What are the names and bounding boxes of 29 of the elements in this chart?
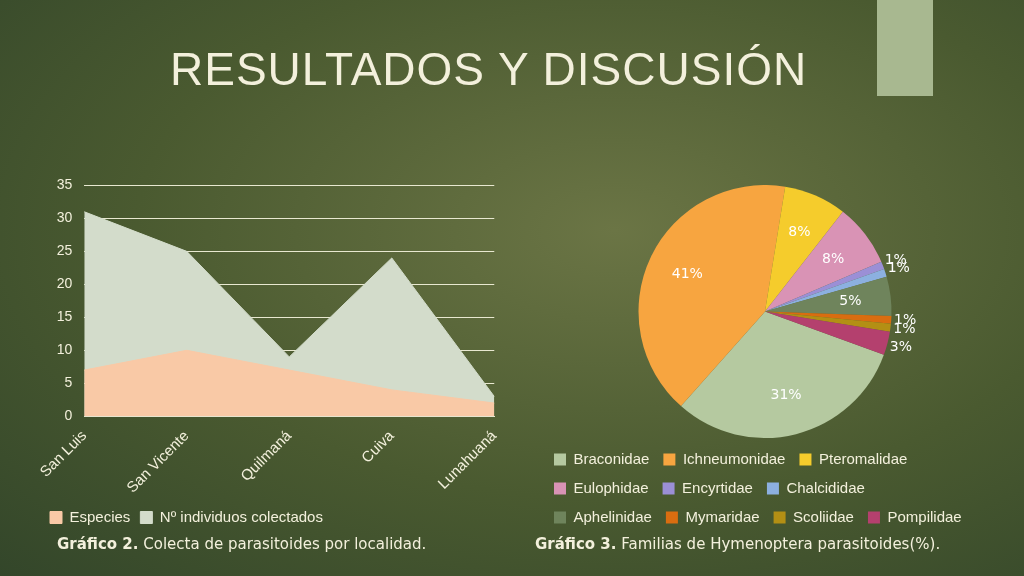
- y-tick-label: 0: [64, 407, 73, 424]
- data-label: 41%: [671, 265, 703, 282]
- legend-label: Nº individuos colectados: [159, 507, 323, 525]
- data-label: 3%: [889, 337, 913, 354]
- legend-label: Eulophidae: [573, 478, 649, 496]
- y-tick-label: 35: [56, 176, 73, 193]
- legend-label: Pteromalidae: [818, 449, 908, 467]
- legend-label: Mymaridae: [685, 507, 760, 525]
- legend-label: Scoliidae: [793, 507, 854, 525]
- legend-label: Encyrtidae: [682, 478, 753, 496]
- y-tick-label: 15: [56, 308, 73, 325]
- chart-title: RESULTADOS Y DISCUSIÓN: [170, 42, 808, 96]
- data-label: 31%: [770, 385, 802, 402]
- y-tick-label: 20: [56, 275, 73, 292]
- legend-label: Chalcididae: [786, 478, 865, 496]
- y-tick-label: 10: [56, 341, 73, 358]
- text: Gráfico 2. Colecta de parasitoides por localidad.: [57, 535, 427, 553]
- data-label: 8%: [822, 249, 845, 266]
- text: Gráfico 3. Familias de Hymenoptera parasitoides(%).: [535, 535, 941, 553]
- legend-label: Ichneumonidae: [682, 449, 786, 467]
- legend-label: Pompilidae: [887, 507, 962, 525]
- y-tick-label: 5: [64, 374, 73, 391]
- legend-label: Aphelinidae: [573, 507, 652, 525]
- data-label: 8%: [788, 223, 811, 240]
- y-tick-label: 25: [56, 242, 73, 259]
- y-tick-label: 30: [56, 209, 73, 226]
- data-label: 5%: [839, 291, 862, 308]
- legend-label: Especies: [69, 507, 131, 525]
- legend-label: Braconidae: [573, 449, 650, 467]
